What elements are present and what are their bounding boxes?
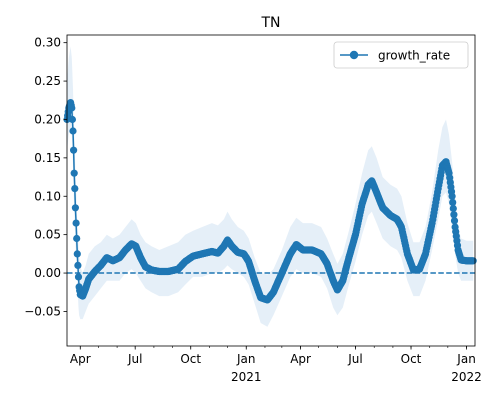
x-tick-label: Oct [180, 352, 201, 366]
legend: growth_rate [333, 41, 469, 69]
y-tick-label: 0.15 [34, 151, 61, 165]
data-point [74, 261, 82, 269]
x-tick-label: Jul [347, 352, 362, 366]
data-point [68, 115, 76, 124]
confidence-band [67, 46, 474, 327]
confidence-band-layer [67, 46, 474, 327]
x-tick-label: Jan [456, 352, 476, 366]
data-point [449, 198, 457, 206]
data-point [448, 192, 456, 200]
data-point [70, 146, 78, 154]
data-point [69, 127, 77, 135]
y-tick-label: 0.25 [34, 74, 61, 88]
x-tick-label: Jan [236, 352, 256, 366]
x-tick-label: Oct [401, 352, 422, 366]
y-tick-label: −0.05 [24, 304, 61, 318]
plot-frame [66, 34, 476, 347]
x-tick-label: Apr [290, 352, 311, 366]
x-tick-label: Apr [70, 352, 91, 366]
data-point [469, 257, 477, 265]
x-tick-year-label: 2022 [451, 370, 482, 384]
data-point [450, 217, 459, 225]
data-point [71, 185, 79, 193]
axes-layer: −0.05 0.00 0.05 0.10 0.15 0.20 0.25 0.30 Apr Jul O… [24, 34, 482, 384]
y-tick-label: 0.00 [34, 266, 61, 280]
data-point [70, 169, 78, 177]
data-point [450, 211, 458, 219]
x-tick-label: Jul [127, 352, 142, 366]
x-tick-year-label: 2021 [231, 370, 262, 384]
y-tick-label: 0.30 [34, 36, 61, 50]
y-tick-label: 0.20 [34, 112, 61, 126]
data-point [73, 250, 81, 258]
data-point [74, 273, 83, 281]
data-point [73, 234, 81, 243]
legend-marker [349, 50, 359, 60]
legend-label: growth_rate [378, 49, 450, 63]
data-point [68, 104, 76, 112]
data-point [72, 219, 80, 227]
series-layer [63, 99, 477, 304]
legend-box [333, 41, 469, 69]
data-point [449, 204, 457, 213]
y-tick-label: 0.10 [34, 189, 61, 203]
data-point [71, 204, 79, 212]
y-tick-label: 0.05 [34, 228, 61, 242]
chart-title: TN [260, 15, 280, 31]
